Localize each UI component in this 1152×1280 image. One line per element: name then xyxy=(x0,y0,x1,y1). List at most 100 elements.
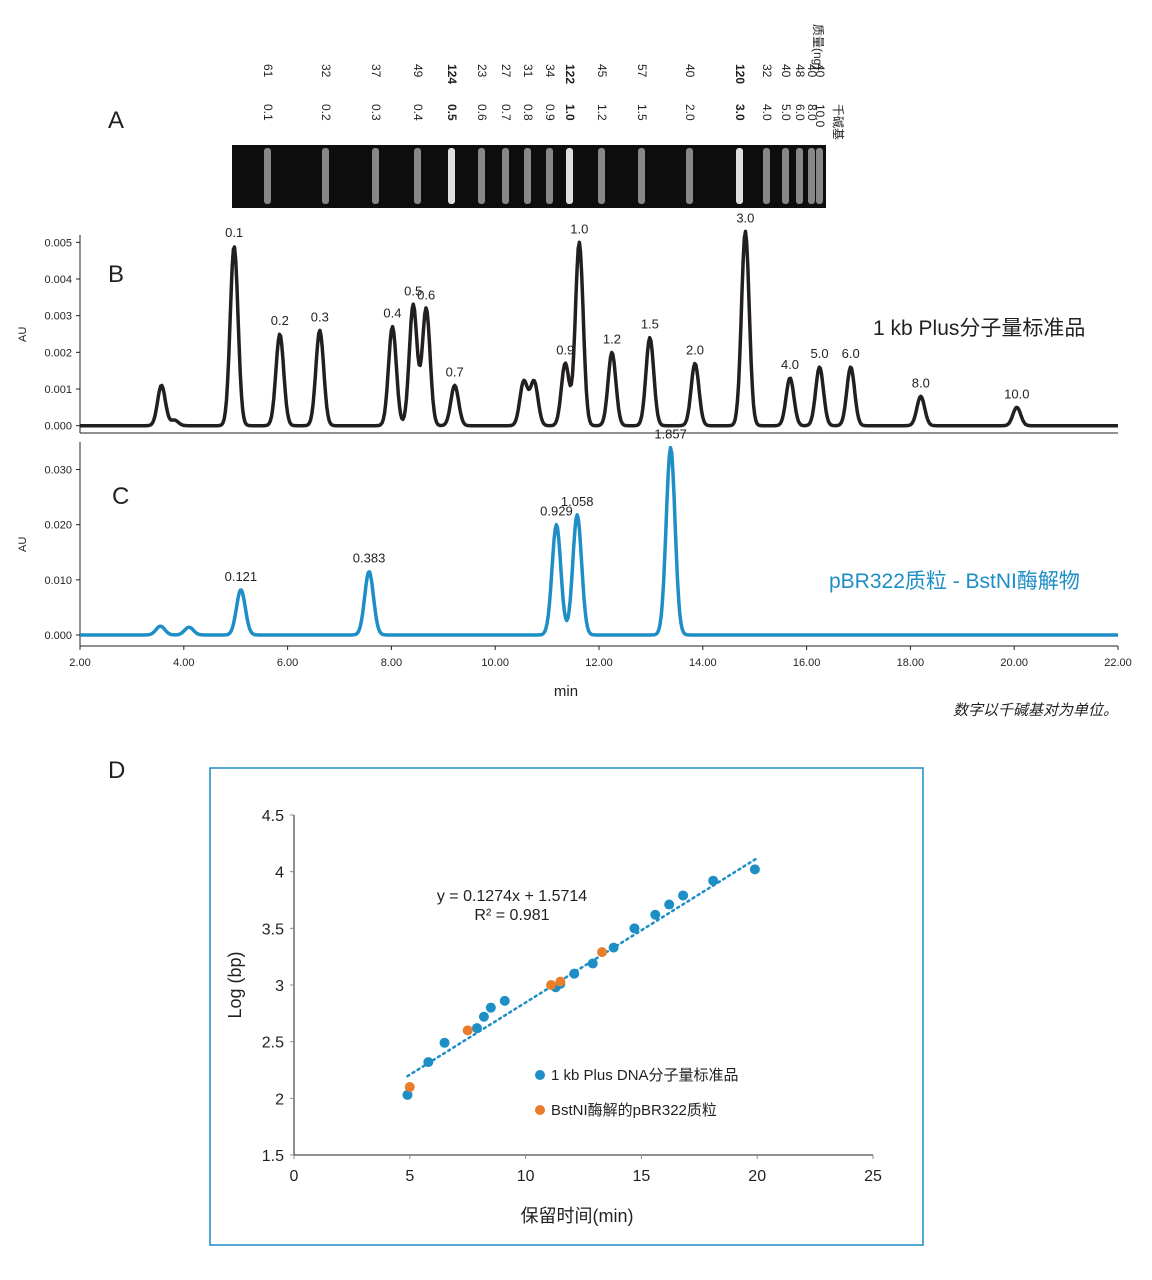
gel-band xyxy=(796,148,803,204)
peak-label: 10.0 xyxy=(1004,386,1029,401)
legend-label-plasmid: BstNI酶解的pBR322质粒 xyxy=(551,1102,717,1119)
gel-size-label: 4.0 xyxy=(760,104,774,121)
x-tick-label: 16.00 xyxy=(793,657,821,669)
peak-label: 0.7 xyxy=(446,364,464,379)
panel-label-a: A xyxy=(108,107,124,134)
peak-label: 0.2 xyxy=(271,313,289,328)
gel-panel: 质量(ng) 千碱基 61 0.1 32 0.2 37 0.3 49 0.4 124 0.5 23 0… xyxy=(232,24,845,208)
gel-band xyxy=(448,148,455,204)
trendline xyxy=(406,856,759,1078)
gel-band xyxy=(414,148,421,204)
gel-size-label: 0.6 xyxy=(475,104,489,121)
y-tick-label: 2.5 xyxy=(262,1035,284,1052)
panel-d-scatter: 1.5 2 2.5 3 3.5 4 4.5 0 5 10 15 20 25 y = 0.1274x +… xyxy=(209,767,924,1246)
scatter-point-ladder xyxy=(749,864,760,875)
gel-band xyxy=(546,148,553,204)
y-tick-label: 0.002 xyxy=(44,347,72,359)
panel-d-frame xyxy=(209,767,924,1246)
scatter-point-ladder xyxy=(423,1057,434,1068)
gel-size-label: 0.7 xyxy=(499,104,513,121)
peak-label: 0.121 xyxy=(225,569,258,584)
gel-size-label: 6.0 xyxy=(793,104,807,121)
peak-label: 0.1 xyxy=(225,225,243,240)
peak-label: 1.5 xyxy=(641,317,659,332)
x-tick-label: 22.00 xyxy=(1104,657,1132,669)
peak-label: 3.0 xyxy=(736,210,754,225)
y-tick-label: 0.005 xyxy=(44,237,72,249)
scatter-point-ladder xyxy=(439,1037,450,1048)
y-tick-label: 0.004 xyxy=(44,274,72,286)
scatter-point-ladder xyxy=(650,909,661,920)
y-tick-label: 0.003 xyxy=(44,311,72,323)
gel-band xyxy=(322,148,329,204)
panel-b-series-name: 1 kb Plus分子量标准品 xyxy=(873,317,1085,340)
gel-mass-label: 61 xyxy=(261,64,275,78)
x-tick-label: 0 xyxy=(290,1168,299,1185)
panel-c-chromatogram: AU 0.000 0.010 0.020 0.030 2.00 4.00 6.00 8.00… xyxy=(17,427,1132,700)
gel-band xyxy=(808,148,815,204)
gel-band xyxy=(524,148,531,204)
x-tick-label: 8.00 xyxy=(381,657,402,669)
y-tick-label: 0.020 xyxy=(44,520,72,532)
gel-mass-label: 57 xyxy=(635,64,649,78)
peak-label: 0.9 xyxy=(556,342,574,357)
gel-mass-label: 32 xyxy=(760,64,774,78)
gel-band xyxy=(686,148,693,204)
gel-band xyxy=(478,148,485,204)
gel-header-mass: 质量(ng) xyxy=(811,24,825,69)
gel-mass-label: 124 xyxy=(445,64,459,84)
scatter-point-plasmid xyxy=(404,1082,415,1092)
x-tick-label: 12.00 xyxy=(585,657,613,669)
gel-size-label: 0.9 xyxy=(543,104,557,121)
x-tick-label: 6.00 xyxy=(277,657,298,669)
gel-size-label: 1.5 xyxy=(635,104,649,121)
scatter-point-ladder xyxy=(499,995,510,1006)
peak-label: 1.2 xyxy=(603,331,621,346)
panel-label-c: C xyxy=(112,483,129,510)
trend-r2: R² = 0.981 xyxy=(474,907,549,924)
scatter-point-ladder xyxy=(587,958,598,969)
gel-mass-label: 37 xyxy=(369,64,383,78)
gel-band xyxy=(566,148,573,204)
x-tick-label: 14.00 xyxy=(689,657,717,669)
panel-label-d: D xyxy=(108,757,125,784)
peak-label: 6.0 xyxy=(842,346,860,361)
gel-mass-label: 40 xyxy=(805,64,819,78)
scatter-point-ladder xyxy=(478,1011,489,1022)
peak-label: 1.857 xyxy=(654,427,687,442)
y-tick-label: 0.000 xyxy=(44,630,72,642)
x-tick-label: 18.00 xyxy=(897,657,925,669)
scatter-point-ladder xyxy=(485,1002,496,1013)
peak-label: 0.383 xyxy=(353,551,386,566)
x-tick-label: 25 xyxy=(864,1168,882,1185)
gel-size-label: 2.0 xyxy=(683,104,697,121)
gel-size-label: 0.5 xyxy=(445,104,459,121)
trend-equation: y = 0.1274x + 1.5714 xyxy=(437,888,587,905)
gel-mass-label: 40 xyxy=(683,64,697,78)
panel-b-chromatogram: AU 0.000 0.001 0.002 0.003 0.004 0.005 0.1 0.2… xyxy=(17,210,1119,434)
y-tick-label: 4.5 xyxy=(262,808,284,825)
panel-b-trace xyxy=(79,229,1119,428)
x-tick-label: 10.00 xyxy=(481,657,509,669)
gel-band xyxy=(763,148,770,204)
x-tick-label: 20 xyxy=(748,1168,766,1185)
peak-label: 0.6 xyxy=(417,287,435,302)
panel-c-xlabel: min xyxy=(554,683,578,700)
x-tick-label: 2.00 xyxy=(69,657,90,669)
scatter-point-ladder xyxy=(569,968,580,979)
panel-d-xlabel: 保留时间(min) xyxy=(521,1206,634,1226)
gel-header-size: 千碱基 xyxy=(831,104,845,140)
gel-mass-label: 23 xyxy=(475,64,489,78)
scatter-point-plasmid xyxy=(546,980,557,990)
x-tick-label: 5 xyxy=(405,1168,414,1185)
y-tick-label: 0.010 xyxy=(44,575,72,587)
legend-marker-ladder xyxy=(535,1070,545,1080)
scatter-point-ladder xyxy=(471,1023,482,1034)
gel-mass-label: 122 xyxy=(563,64,577,84)
peak-label: 4.0 xyxy=(781,357,799,372)
x-tick-label: 10 xyxy=(517,1168,535,1185)
legend-label-ladder: 1 kb Plus DNA分子量标准品 xyxy=(551,1067,739,1084)
y-tick-label: 4 xyxy=(275,865,284,882)
scatter-point-plasmid xyxy=(462,1025,473,1036)
y-tick-label: 3 xyxy=(275,978,284,995)
